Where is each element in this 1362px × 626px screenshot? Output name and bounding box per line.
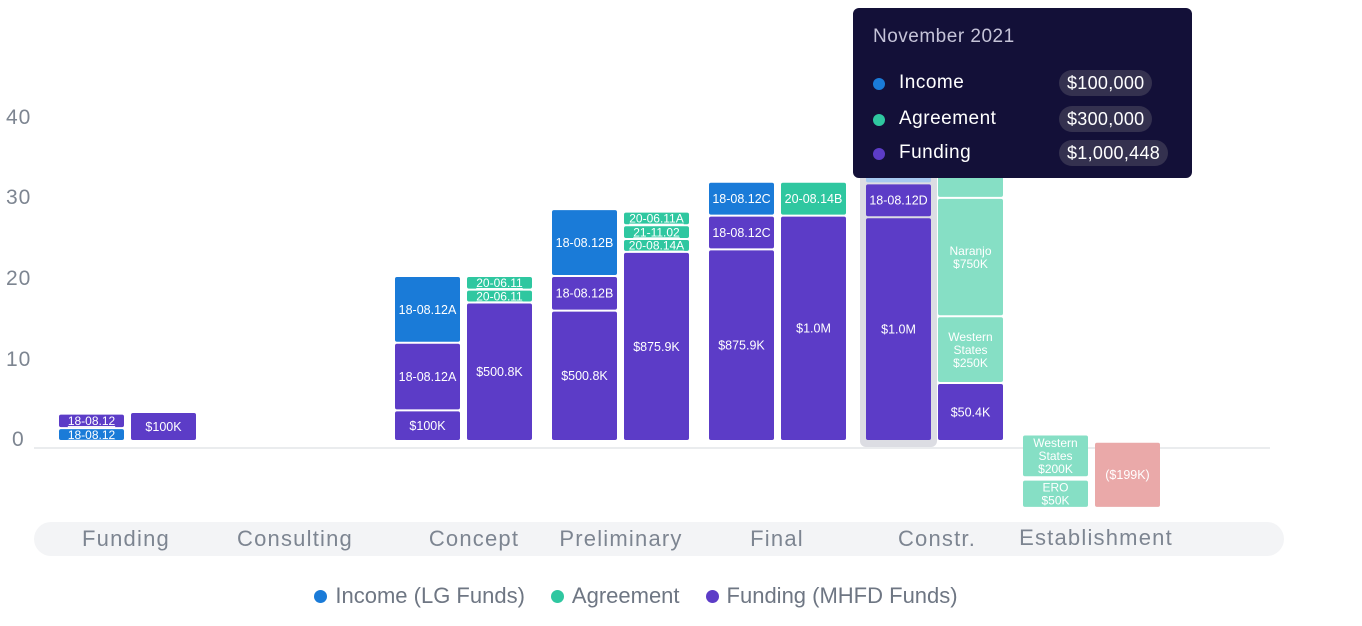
bar-segment-label: Naranjo $750K: [949, 244, 991, 271]
category-label-funding[interactable]: Funding: [82, 526, 170, 551]
bar-segment-agreement_light[interactable]: [1023, 480, 1088, 507]
bar-segment-label: 20-06.11A: [629, 212, 684, 226]
y-tick-label: 30: [6, 186, 32, 209]
bar-segment-funding[interactable]: [866, 218, 931, 440]
tooltip-row-value: $100,000: [1059, 70, 1153, 96]
bar-segment-funding[interactable]: [395, 411, 460, 440]
category-label-establishment[interactable]: Establishment: [1019, 525, 1173, 550]
bar-segment-funding[interactable]: [866, 184, 931, 217]
legend-dot-icon: [550, 589, 564, 603]
category-label-final[interactable]: Final: [750, 526, 804, 551]
bar-segment-label: 18-08.12B: [556, 236, 614, 250]
category-label-consulting[interactable]: Consulting: [237, 526, 353, 551]
funding-dot-icon: [873, 148, 885, 160]
bar-segment-label: 20-08.14B: [785, 192, 843, 206]
bar-segment-agreement[interactable]: [624, 226, 689, 238]
legend-dot-icon: [314, 589, 328, 603]
bar-segment-income[interactable]: [59, 429, 124, 440]
bar-segment-funding[interactable]: [131, 413, 196, 440]
tooltip-row-value: $1,000,448: [1059, 140, 1169, 166]
bar-segment-label: ($199K): [1105, 468, 1149, 482]
bar-segment-income[interactable]: [552, 210, 617, 275]
category-label-constr[interactable]: Constr.: [897, 526, 977, 551]
bar-segment-label: 18-08.12C: [712, 226, 770, 240]
bar-segment-agreement_light[interactable]: [938, 198, 1003, 316]
bar-segment-agreement[interactable]: [624, 239, 689, 251]
tooltip-title: November 2021: [873, 26, 1015, 47]
bar-segment-label: 18-08.12B: [556, 287, 614, 301]
legend-item-income[interactable]: Income (LG Funds): [314, 583, 525, 609]
agreement-dot-icon: [873, 114, 885, 126]
y-tick-label: 40: [6, 106, 32, 129]
y-tick-label: 20: [6, 267, 32, 290]
tooltip-row-funding: Funding $1,000,448: [873, 140, 1173, 168]
bar-segment-funding[interactable]: [395, 343, 460, 410]
y-tick-label: 0: [12, 428, 25, 451]
bar-segment-agreement[interactable]: [467, 276, 532, 289]
tooltip-row-agreement: Agreement $300,000: [873, 106, 1173, 134]
legend-item-funding[interactable]: Funding (MHFD Funds): [705, 583, 958, 609]
tooltip-row-value: $300,000: [1059, 106, 1153, 132]
bar-segment-label: Western States $250K: [948, 330, 992, 370]
bar-segment-funding[interactable]: [552, 311, 617, 440]
bar-segment-label: 20-06.11: [476, 289, 523, 303]
bar-segment-label: 20-08.14A: [629, 239, 684, 253]
legend-label: Funding (MHFD Funds): [726, 583, 958, 608]
legend-item-agreement[interactable]: Agreement: [550, 583, 680, 609]
bar-segment-agreement[interactable]: [624, 212, 689, 225]
bar-segment-agreement_light[interactable]: [938, 317, 1003, 383]
tooltip-row-name: Income: [899, 72, 965, 93]
bar-segment-agreement_light[interactable]: [1023, 435, 1088, 477]
bar-segment-label: 21-11.02: [633, 225, 680, 239]
bar-segment-negative[interactable]: [1095, 442, 1160, 507]
bar-segment-label: $50.4K: [951, 405, 991, 419]
legend-label: Agreement: [571, 583, 680, 608]
bar-segment-label: 18-08.12C: [712, 192, 770, 206]
bar-segment-label: $500.8K: [476, 365, 523, 379]
category-label-concept[interactable]: Concept: [428, 526, 520, 551]
income-dot-icon: [873, 78, 885, 90]
bar-segment-label: $500.8K: [561, 369, 608, 383]
bar-segment-funding[interactable]: [709, 250, 774, 440]
bar-segment-label: 18-08.12: [68, 428, 116, 442]
bar-segment-label: Western States $200K: [1033, 436, 1077, 476]
bar-segment-label: $100K: [409, 419, 446, 433]
bar-segment-funding[interactable]: [781, 216, 846, 440]
legend-dot-icon: [705, 589, 719, 603]
bar-segment-funding[interactable]: [624, 252, 689, 440]
category-label-preliminary[interactable]: Preliminary: [559, 526, 683, 551]
bar-segment-funding[interactable]: [709, 216, 774, 249]
bar-segment-agreement[interactable]: [467, 290, 532, 302]
tooltip-row-name: Funding: [899, 142, 972, 163]
category-axis-band: [34, 522, 1284, 556]
bar-segment-label: 18-08.12D: [869, 194, 927, 208]
bar-segment-income[interactable]: [395, 276, 460, 342]
bar-segment-label: 18-08.12: [68, 414, 116, 428]
bar-segment-label: 18-08.12A: [399, 370, 457, 384]
bar-segment-label: 20-06.11: [476, 276, 523, 290]
bar-segment-label: $1.0M: [796, 322, 831, 336]
legend: Income (LG Funds) Agreement Funding (MHF…: [0, 583, 1272, 609]
bar-segment-funding[interactable]: [938, 384, 1003, 440]
bar-segment-label: $875.9K: [633, 340, 680, 354]
bar-segment-funding[interactable]: [59, 414, 124, 428]
chart-tooltip: November 2021 Income $100,000 Agreement …: [853, 8, 1192, 178]
bar-segment-label: ERO $50K: [1041, 480, 1069, 507]
bar-segment-agreement[interactable]: [781, 182, 846, 215]
bar-segment-label: 18-08.12A: [399, 303, 457, 317]
tooltip-row-income: Income $100,000: [873, 70, 1173, 98]
bar-segment-funding[interactable]: [552, 276, 617, 310]
bar-segment-label: $1.0M: [881, 322, 916, 336]
legend-label: Income (LG Funds): [335, 583, 525, 608]
tooltip-row-name: Agreement: [899, 108, 997, 129]
bar-segment-funding[interactable]: [467, 303, 532, 440]
bar-segment-income[interactable]: [709, 182, 774, 215]
bar-segment-label: $875.9K: [718, 339, 765, 353]
y-tick-label: 10: [6, 348, 32, 371]
bar-segment-label: $100K: [145, 420, 182, 434]
